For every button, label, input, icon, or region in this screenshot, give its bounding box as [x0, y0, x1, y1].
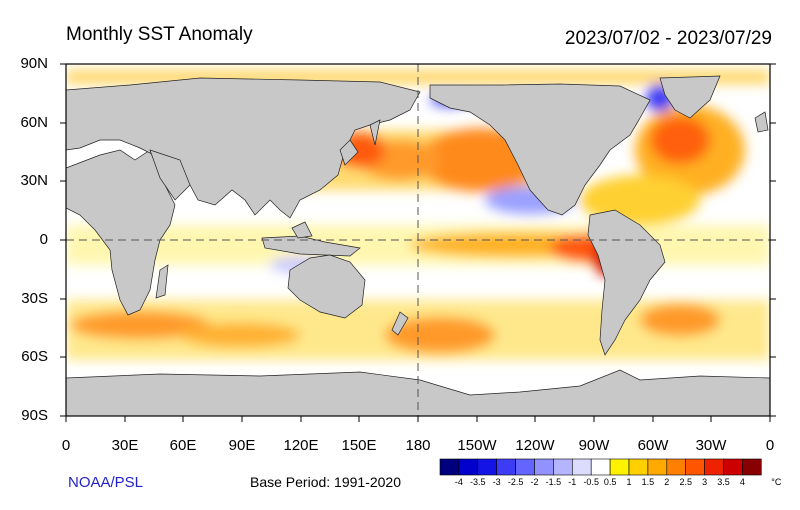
colorbar-label: 3	[702, 477, 707, 487]
colorbar-swatch	[534, 458, 554, 476]
borneo	[291, 221, 313, 239]
lon-label: 30E	[111, 437, 139, 454]
colorbar-swatch	[723, 458, 743, 476]
lon-label: 120W	[515, 437, 555, 454]
lon-label: 180	[405, 437, 431, 454]
credit-label: NOAA/PSL	[68, 474, 144, 491]
colorbar-swatch	[685, 458, 705, 476]
japan	[339, 139, 359, 166]
colorbar-swatch	[458, 458, 479, 476]
lon-label: 90E	[228, 437, 256, 454]
colorbar-label: -2	[530, 477, 538, 487]
lon-label: 120E	[283, 437, 319, 454]
colorbar-label: -1	[568, 477, 576, 487]
north-america	[429, 83, 651, 216]
colorbar-swatch	[553, 458, 573, 476]
south-america	[587, 209, 666, 356]
colorbar-swatch	[647, 458, 668, 476]
lat-label: 30S	[21, 290, 48, 307]
lat-label: 60S	[21, 348, 48, 365]
colorbar-label: 2.5	[679, 477, 692, 487]
new-zealand	[391, 311, 409, 336]
lon-label: 0	[61, 437, 71, 454]
arabia	[149, 149, 191, 201]
colorbar-label: -1.5	[546, 477, 562, 487]
colorbar-label: -2.5	[508, 477, 524, 487]
colorbar-swatch	[590, 458, 611, 476]
colorbar-swatch	[515, 458, 535, 476]
lon-label: 150E	[341, 437, 377, 454]
australia	[287, 254, 366, 319]
colorbar-label: -4	[455, 477, 463, 487]
madagascar	[155, 264, 169, 299]
colorbar-swatch	[496, 458, 516, 476]
colorbar-swatch	[571, 458, 592, 476]
colorbar-label: 2	[664, 477, 669, 487]
date-range: 2023/07/02 - 2023/07/29	[564, 28, 772, 49]
lon-label: 0	[765, 437, 775, 454]
colorbar-unit: °C	[771, 477, 782, 487]
colorbar-swatch	[666, 458, 686, 476]
colorbar-swatch	[477, 458, 497, 476]
lat-label: 90N	[20, 55, 48, 72]
lon-label: 60W	[637, 437, 669, 454]
colorbar-swatch	[609, 458, 630, 476]
colorbar-label: 1	[626, 477, 631, 487]
colorbar-label: 1.5	[642, 477, 655, 487]
lat-label: 30N	[20, 172, 48, 189]
axis-ticks	[60, 63, 776, 422]
colorbar-swatch	[628, 458, 649, 476]
colorbar-swatch	[704, 458, 724, 476]
colorbar-swatch	[742, 458, 762, 476]
eurasia	[66, 77, 421, 219]
lon-label: 150W	[457, 437, 497, 454]
colorbar-label: 0.5	[604, 477, 617, 487]
colorbar-label: -3.5	[470, 477, 486, 487]
lat-label: 0	[39, 231, 48, 248]
map-title: Monthly SST Anomaly	[66, 24, 253, 45]
lon-label: 90W	[578, 437, 610, 454]
colorbar-label: -3	[493, 477, 501, 487]
kamchatka	[369, 119, 381, 146]
colorbar-label: 4	[740, 477, 745, 487]
greenland	[659, 75, 721, 119]
british-isles	[754, 111, 769, 133]
base-period: Base Period: 1991-2020	[250, 474, 401, 490]
colorbar-label: 3.5	[717, 477, 730, 487]
lat-label: 90S	[21, 407, 48, 424]
lat-label: 60N	[20, 114, 48, 131]
map-field	[66, 64, 770, 416]
africa	[66, 149, 176, 316]
colorbar: -4 -3.5 -3 -2.5 -2 -1.5 -1 -0.5 0.5 1 1.5 2 2.5 3 3.5 4…	[439, 458, 782, 487]
colorbar-swatch	[439, 458, 460, 476]
lon-label: 30W	[695, 437, 727, 454]
lon-label: 60E	[169, 437, 197, 454]
colorbar-label: -0.5	[583, 477, 599, 487]
